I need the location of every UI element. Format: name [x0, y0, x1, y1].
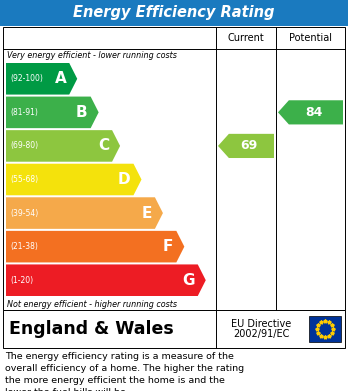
Text: (69-80): (69-80) [10, 142, 38, 151]
Text: G: G [182, 273, 195, 288]
Bar [0, 0, 348, 26]
Polygon shape [6, 63, 77, 95]
Polygon shape [6, 231, 184, 262]
Polygon shape [6, 130, 120, 162]
Text: 69: 69 [240, 140, 258, 152]
Text: (81-91): (81-91) [10, 108, 38, 117]
Text: A: A [55, 71, 66, 86]
Text: (55-68): (55-68) [10, 175, 38, 184]
Polygon shape [6, 264, 206, 296]
Polygon shape [6, 197, 163, 229]
Text: EU Directive: EU Directive [231, 319, 291, 329]
Bar [309, 316, 341, 342]
Text: 84: 84 [305, 106, 323, 119]
Text: (1-20): (1-20) [10, 276, 33, 285]
Text: D: D [118, 172, 130, 187]
Text: Very energy efficient - lower running costs: Very energy efficient - lower running co… [7, 51, 177, 60]
Text: Not energy efficient - higher running costs: Not energy efficient - higher running co… [7, 300, 177, 309]
Polygon shape [6, 97, 99, 128]
Text: B: B [76, 105, 88, 120]
Text: (92-100): (92-100) [10, 74, 43, 83]
Text: (39-54): (39-54) [10, 208, 38, 217]
Text: 2002/91/EC: 2002/91/EC [233, 329, 289, 339]
Bar [3, 27, 345, 310]
Text: C: C [98, 138, 109, 153]
Bar [3, 310, 345, 348]
Text: Current: Current [228, 33, 264, 43]
Text: E: E [142, 206, 152, 221]
Text: Potential: Potential [289, 33, 332, 43]
Text: The energy efficiency rating is a measure of the
overall efficiency of a home. T: The energy efficiency rating is a measur… [5, 352, 244, 391]
Polygon shape [218, 134, 274, 158]
Text: (21-38): (21-38) [10, 242, 38, 251]
Text: F: F [163, 239, 173, 254]
Text: England & Wales: England & Wales [9, 320, 174, 338]
Text: Energy Efficiency Rating: Energy Efficiency Rating [73, 5, 275, 20]
Polygon shape [278, 100, 343, 124]
Polygon shape [6, 164, 142, 195]
